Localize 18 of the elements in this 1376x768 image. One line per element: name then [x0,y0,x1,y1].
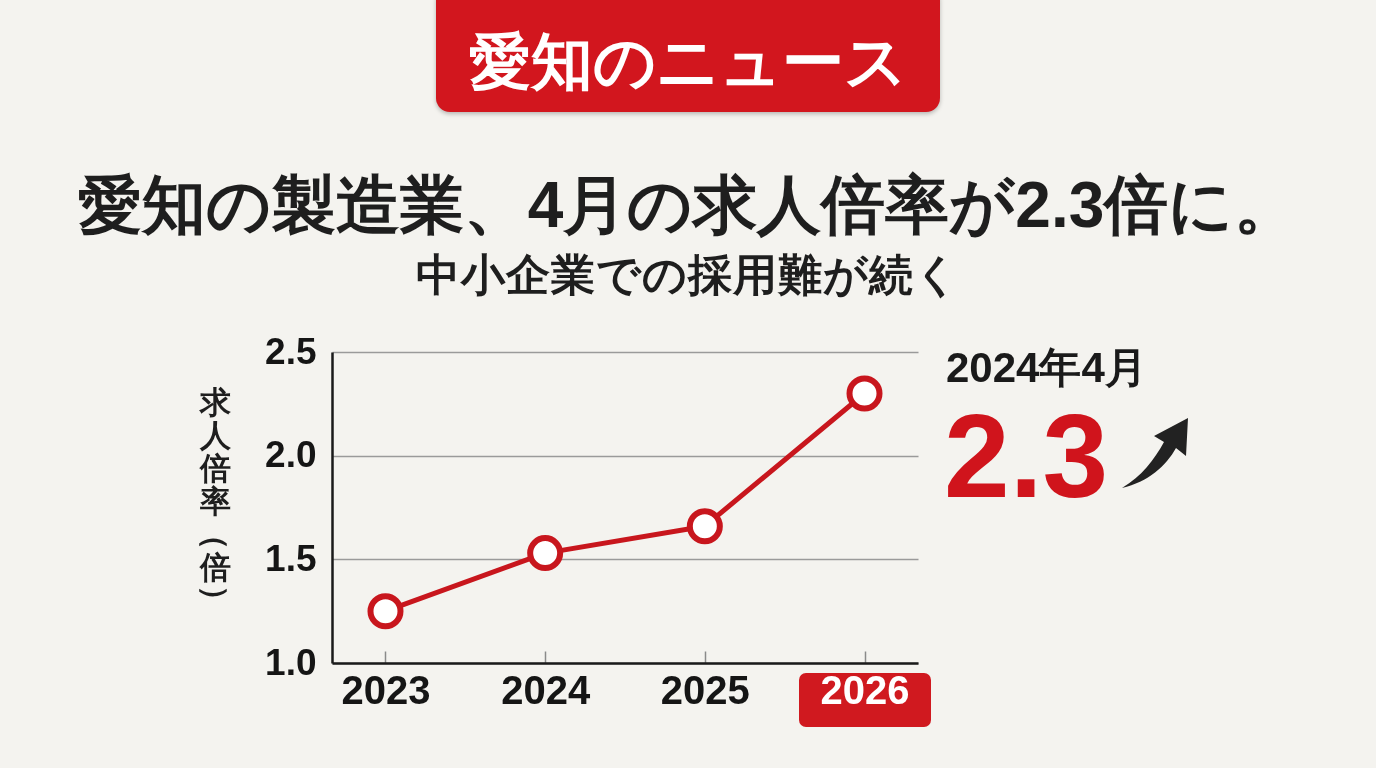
chart-subtitle: 中小企業での採用難が続く [415,250,961,300]
point [846,375,883,412]
text: 2.3 [944,390,1109,522]
y-axis-title: 求人倍率（倍） [196,385,234,618]
x-tick-label: 2025 [660,667,750,712]
point [686,508,723,545]
y-tick-label: 2.5 [265,330,317,372]
y-tick-label: 1.0 [265,641,317,683]
point [527,535,564,572]
text: 2024年4月 [946,344,1147,392]
point [367,593,404,630]
y-tick-label: 2.0 [265,434,317,476]
x-tick-label: 2023 [341,667,431,712]
y-tick-label: 1.5 [265,537,317,579]
text: 愛知のニュース [468,27,908,96]
x-tick-label: 2026 [820,667,910,712]
chart-title: 愛知の製造業、4月の求人倍率が2.3倍に。 [76,169,1300,241]
x-tick-label: 2024 [501,667,591,712]
